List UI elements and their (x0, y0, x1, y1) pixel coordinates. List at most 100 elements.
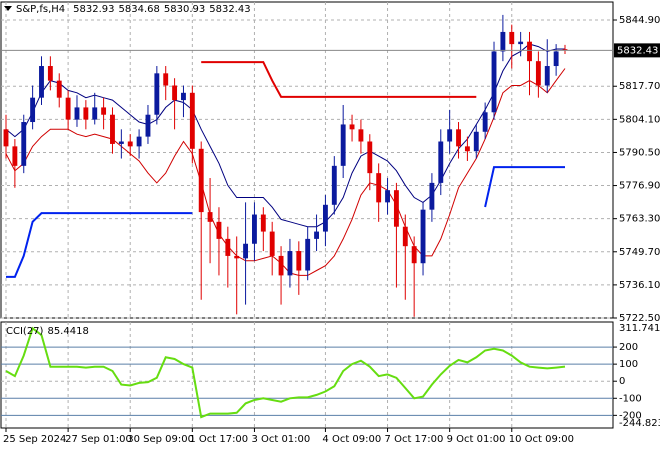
price-box (614, 43, 660, 58)
x-tick-label: 7 Oct 17:00 (385, 434, 444, 445)
candle-body (145, 114, 151, 137)
header-value: 5834.68 (119, 4, 160, 15)
y-tick-label: 5790.50 (619, 147, 660, 158)
candle-body (376, 173, 382, 203)
candle-body (340, 124, 346, 166)
candle-body (252, 214, 257, 244)
candle-body (30, 97, 36, 123)
candle-body (482, 112, 488, 132)
header-value: S&P,fs,H4 (16, 4, 65, 15)
candle-body (305, 238, 311, 271)
y-tick-label: 5817.70 (619, 81, 660, 92)
candle-body (101, 107, 107, 115)
candle-body (322, 204, 328, 232)
x-tick-label: 4 Oct 09:00 (322, 434, 381, 445)
candle-body (411, 246, 417, 264)
header-value: 5832.43 (209, 4, 250, 15)
candle-body (225, 238, 231, 256)
y-tick-label: 100 (619, 359, 638, 370)
candle-body (491, 51, 497, 113)
candle-body (402, 226, 408, 247)
indicator-name: CCI(27) (6, 326, 44, 337)
candle-body (393, 190, 399, 227)
indicator-line (5, 326, 566, 419)
candle-body (216, 221, 222, 239)
y-tick-label: 0 (619, 376, 625, 387)
candle-body (12, 146, 18, 166)
menu-arrow (4, 6, 12, 11)
candle-body (429, 182, 435, 210)
x-tick-label: 25 Sep 2024 (3, 434, 66, 445)
x-tick-label: 1 Oct 17:00 (189, 434, 248, 445)
candle-body (136, 136, 142, 147)
indicator-pane (0, 321, 614, 429)
candle-body (420, 209, 426, 264)
candle-body (456, 129, 461, 147)
y-tick-label: 5776.90 (619, 181, 660, 192)
chart-header: S&P,fs,H4 5832.93 5834.68 5830.93 5832.43 (16, 4, 251, 15)
candle-body (65, 97, 71, 120)
candle-body (110, 114, 115, 144)
candle-body (473, 131, 479, 152)
candle-body (163, 73, 169, 86)
candle-body (172, 85, 178, 101)
candle-body (243, 243, 249, 259)
candle-body (47, 66, 53, 81)
candle-body (464, 146, 470, 152)
candle-body (296, 251, 302, 271)
candle-body (181, 92, 186, 101)
overlay-line (5, 43, 565, 228)
candle-body (535, 61, 541, 86)
y-tick-label: -100 (619, 393, 642, 404)
candle-body (189, 92, 195, 149)
candle-body (21, 122, 27, 166)
header-value: 5832.93 (73, 4, 114, 15)
candle-body (56, 80, 62, 98)
candle-body (234, 255, 240, 259)
candle-body (358, 129, 364, 142)
candle-body (198, 148, 204, 213)
x-tick-label: 3 Oct 01:00 (251, 434, 310, 445)
y-tick-label: 5736.10 (619, 280, 660, 291)
candle-body (74, 107, 80, 120)
candle-body (154, 73, 160, 115)
candle-body (553, 51, 559, 67)
y-tick-label: 200 (619, 342, 638, 353)
candle-body (544, 66, 550, 86)
y-tick-label: -200 (619, 410, 642, 421)
overlay-line (5, 68, 566, 276)
candle-body (447, 129, 453, 142)
candle-body (438, 141, 444, 183)
candle-body (3, 129, 9, 147)
y-tick-label: 5763.30 (619, 214, 660, 225)
header-value: 5830.93 (164, 4, 205, 15)
candle-body (92, 107, 98, 120)
candle-body (260, 214, 266, 232)
candle-body (518, 41, 524, 45)
candle-body (367, 141, 373, 174)
y-tick-label: 5749.70 (619, 247, 660, 258)
y-tick-label: 5844.90 (619, 15, 660, 26)
candle-body (500, 31, 506, 52)
x-tick-label: 10 Oct 09:00 (509, 434, 574, 445)
candle-body (527, 41, 532, 62)
overlay-line (6, 166, 565, 278)
candle-body (39, 66, 44, 98)
indicator-value: 85.4418 (47, 326, 88, 337)
candle-body (562, 49, 568, 51)
candle-body (349, 124, 355, 130)
y-tick-label: 5804.10 (619, 114, 660, 125)
candle-body (269, 231, 275, 256)
candle-body (83, 107, 89, 120)
x-tick-label: 27 Sep 01:00 (65, 434, 132, 445)
x-tick-label: 9 Oct 01:00 (447, 434, 506, 445)
y-range-label: 311.7415 (619, 323, 660, 334)
candle-body (278, 255, 284, 276)
candle-body (385, 190, 390, 203)
indicator-title: CCI(27) 85.4418 (6, 326, 89, 337)
current-price: 5832.43 (617, 45, 658, 56)
y-tick-label: 5722.50 (619, 313, 660, 324)
